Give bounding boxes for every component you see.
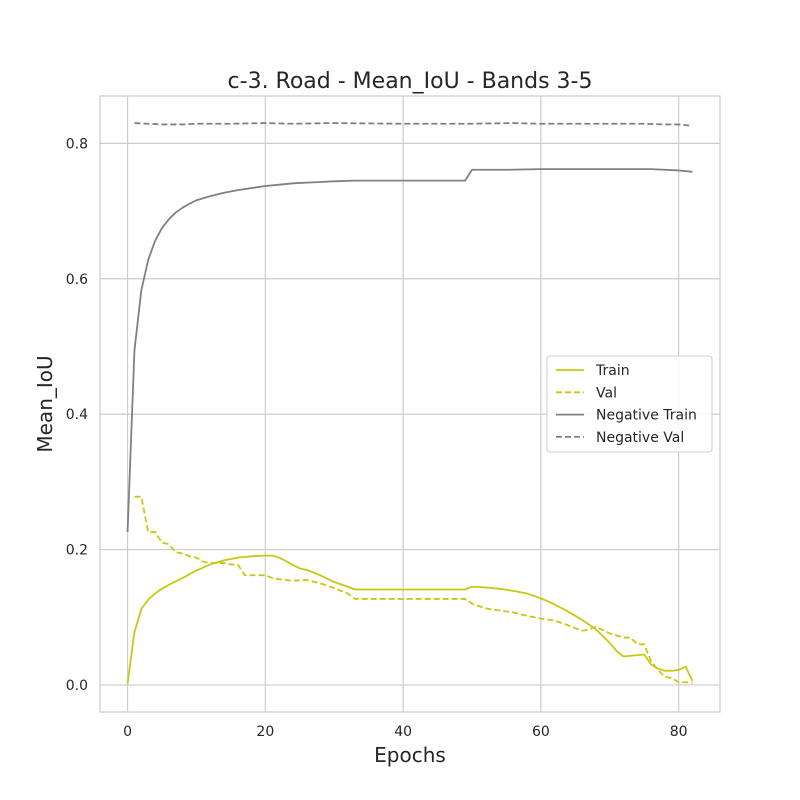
x-tick-label: 60 [532, 724, 550, 740]
series-line-val [134, 495, 693, 684]
legend-label-val: Val [596, 385, 617, 401]
x-ticks: 0 20 40 60 80 [123, 724, 687, 740]
x-axis-label: Epochs [374, 743, 446, 767]
x-tick-label: 20 [256, 724, 274, 740]
y-tick-label: 0.6 [66, 272, 88, 288]
y-ticks: 0.0 0.2 0.4 0.6 0.8 [66, 136, 88, 694]
x-tick-label: 80 [670, 724, 688, 740]
legend-label-train: Train [595, 363, 630, 379]
grid [100, 96, 720, 712]
legend-box [546, 355, 713, 453]
legend-label-negative-train: Negative Train [596, 408, 697, 424]
y-tick-label: 0.0 [66, 678, 88, 694]
series-lines [126, 122, 694, 684]
legend: Train Val Negative Train Negative Val [546, 355, 713, 453]
y-tick-label: 0.4 [66, 407, 88, 423]
series-line-train [126, 554, 694, 684]
x-tick-label: 0 [123, 724, 132, 740]
x-tick-label: 40 [394, 724, 412, 740]
y-axis-label: Mean_IoU [33, 355, 57, 452]
series-line-negative-val [134, 122, 693, 127]
y-tick-label: 0.2 [66, 543, 88, 559]
legend-label-negative-val: Negative Val [596, 430, 684, 446]
y-tick-label: 0.8 [66, 136, 88, 152]
chart-title: c-3. Road - Mean_IoU - Bands 3-5 [228, 69, 593, 94]
series-line-negative-train [126, 168, 693, 532]
